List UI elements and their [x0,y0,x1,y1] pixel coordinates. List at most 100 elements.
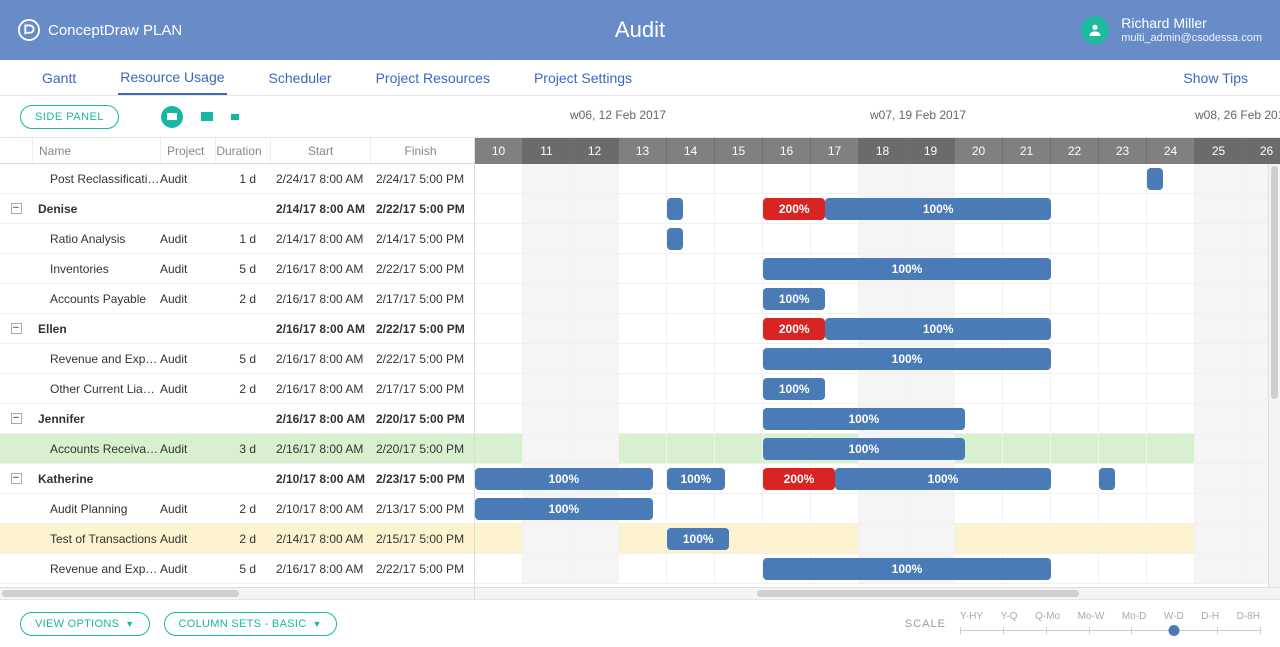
show-tips-link[interactable]: Show Tips [1181,70,1250,86]
timeline-row: 100% [475,374,1280,404]
day-header-cell: 26 [1243,138,1280,164]
task-row[interactable]: Revenue and ExpenseAudit5 d2/16/17 8:00 … [0,554,474,584]
top-bar: ConceptDraw PLAN Audit Richard Miller mu… [0,0,1280,60]
cell-project: Audit [160,292,215,306]
allocation-bar[interactable]: 100% [763,258,1051,280]
task-row[interactable]: Post ReclassificationAudit1 d2/24/17 8:0… [0,164,474,194]
cell-project: Audit [160,532,215,546]
tab-project-resources[interactable]: Project Resources [374,60,492,95]
collapse-icon[interactable]: − [11,473,22,484]
allocation-bar[interactable]: 100% [825,318,1051,340]
allocation-bar[interactable]: 100% [763,558,1051,580]
day-header-cell: 13 [619,138,667,164]
allocation-bar[interactable]: 100% [763,348,1051,370]
user-block[interactable]: Richard Miller multi_admin@csodessa.com [1081,15,1262,45]
allocation-bar[interactable]: 100% [763,438,965,460]
cell-name: Katherine [32,472,160,486]
resource-row[interactable]: −Katherine2/10/17 8:00 AM2/23/17 5:00 PM [0,464,474,494]
allocation-bar[interactable]: 100% [667,468,725,490]
col-header-start[interactable]: Start [270,138,370,163]
brand-logo-icon [18,19,40,41]
zoom-small-icon[interactable] [231,114,239,120]
cell-name: Test of Transactions [32,532,160,546]
cell-duration: 5 d [215,562,270,576]
allocation-bar[interactable]: 100% [475,468,653,490]
toolbar: SIDE PANEL w06, 12 Feb 2017w07, 19 Feb 2… [0,96,1280,138]
timeline-row: 100% [475,434,1280,464]
scale-tick-label: D-8H [1237,611,1260,622]
allocation-bar[interactable]: 200% [763,318,825,340]
task-row[interactable]: Accounts PayableAudit2 d2/16/17 8:00 AM2… [0,284,474,314]
cell-start: 2/16/17 8:00 AM [270,442,370,456]
cell-finish: 2/22/17 5:00 PM [370,562,470,576]
cell-start: 2/14/17 8:00 AM [270,232,370,246]
tab-resource-usage[interactable]: Resource Usage [118,60,226,95]
allocation-bar[interactable] [1099,468,1115,490]
scale-handle[interactable] [1169,625,1180,636]
right-horizontal-scrollbar[interactable] [475,587,1280,599]
timeline-row: 100% [475,554,1280,584]
cell-start: 2/16/17 8:00 AM [270,262,370,276]
day-header-cell: 11 [523,138,571,164]
resource-row[interactable]: −Denise2/14/17 8:00 AM2/22/17 5:00 PM [0,194,474,224]
task-row[interactable]: Test of TransactionsAudit2 d2/14/17 8:00… [0,524,474,554]
allocation-bar[interactable]: 200% [763,468,835,490]
left-horizontal-scrollbar[interactable] [0,587,474,599]
allocation-bar[interactable] [667,198,683,220]
tab-project-settings[interactable]: Project Settings [532,60,634,95]
resource-row[interactable]: −Jennifer2/16/17 8:00 AM2/20/17 5:00 PM [0,404,474,434]
task-row[interactable]: Revenue and ExpenseAudit5 d2/16/17 8:00 … [0,344,474,374]
scale-tick-label: Mo-D [1122,611,1146,622]
cell-project: Audit [160,262,215,276]
allocation-bar[interactable]: 100% [763,378,825,400]
zoom-large-icon[interactable] [161,106,183,128]
allocation-bar[interactable]: 100% [835,468,1051,490]
allocation-bar[interactable] [1147,168,1163,190]
cell-duration: 2 d [215,292,270,306]
side-panel-button[interactable]: SIDE PANEL [20,105,119,129]
allocation-bar[interactable]: 100% [475,498,653,520]
column-sets-button[interactable]: COLUMN SETS - BASIC ▼ [164,612,337,636]
col-header-project[interactable]: Project [160,138,215,163]
allocation-bar[interactable] [667,228,683,250]
cell-start: 2/16/17 8:00 AM [270,292,370,306]
scale-label: SCALE [905,618,946,630]
day-header-cell: 23 [1099,138,1147,164]
col-header-finish[interactable]: Finish [370,138,470,163]
tab-gantt[interactable]: Gantt [40,60,78,95]
table-header: Name Project Duration Start Finish [0,138,474,164]
col-header-name[interactable]: Name [32,138,160,163]
cell-name: Accounts Payable [32,292,160,306]
day-header-cell: 14 [667,138,715,164]
scale-tick-label: Mo-W [1078,611,1105,622]
collapse-icon[interactable]: − [11,323,22,334]
task-row[interactable]: InventoriesAudit5 d2/16/17 8:00 AM2/22/1… [0,254,474,284]
week-label: w06, 12 Feb 2017 [570,108,666,122]
tab-scheduler[interactable]: Scheduler [267,60,334,95]
resource-row[interactable]: −Ellen2/16/17 8:00 AM2/22/17 5:00 PM [0,314,474,344]
allocation-bar[interactable]: 100% [825,198,1051,220]
task-row[interactable]: Ratio AnalysisAudit1 d2/14/17 8:00 AM2/1… [0,224,474,254]
allocation-bar[interactable]: 200% [763,198,825,220]
allocation-bar[interactable]: 100% [763,408,965,430]
col-header-duration[interactable]: Duration [215,138,270,163]
task-row[interactable]: Audit PlanningAudit2 d2/10/17 8:00 AM2/1… [0,494,474,524]
zoom-medium-icon[interactable] [201,112,213,121]
allocation-bar[interactable]: 100% [763,288,825,310]
task-row[interactable]: Accounts ReceivableAudit3 d2/16/17 8:00 … [0,434,474,464]
cell-name: Revenue and Expense [32,352,160,366]
collapse-icon[interactable]: − [11,203,22,214]
timeline-row: 100% [475,494,1280,524]
cell-start: 2/10/17 8:00 AM [270,472,370,486]
vertical-scrollbar[interactable] [1268,164,1280,587]
task-row[interactable]: Other Current Liabili...Audit2 d2/16/17 … [0,374,474,404]
cell-duration: 3 d [215,442,270,456]
cell-name: Post Reclassification [32,172,160,186]
brand: ConceptDraw PLAN [18,19,182,41]
scale-control[interactable]: SCALE Y-HYY-QQ-MoMo-WMo-DW-DD-HD-8H [905,611,1260,636]
day-header-cell: 16 [763,138,811,164]
timeline-row: 100% [475,284,1280,314]
view-options-button[interactable]: VIEW OPTIONS ▼ [20,612,150,636]
collapse-icon[interactable]: − [11,413,22,424]
allocation-bar[interactable]: 100% [667,528,729,550]
